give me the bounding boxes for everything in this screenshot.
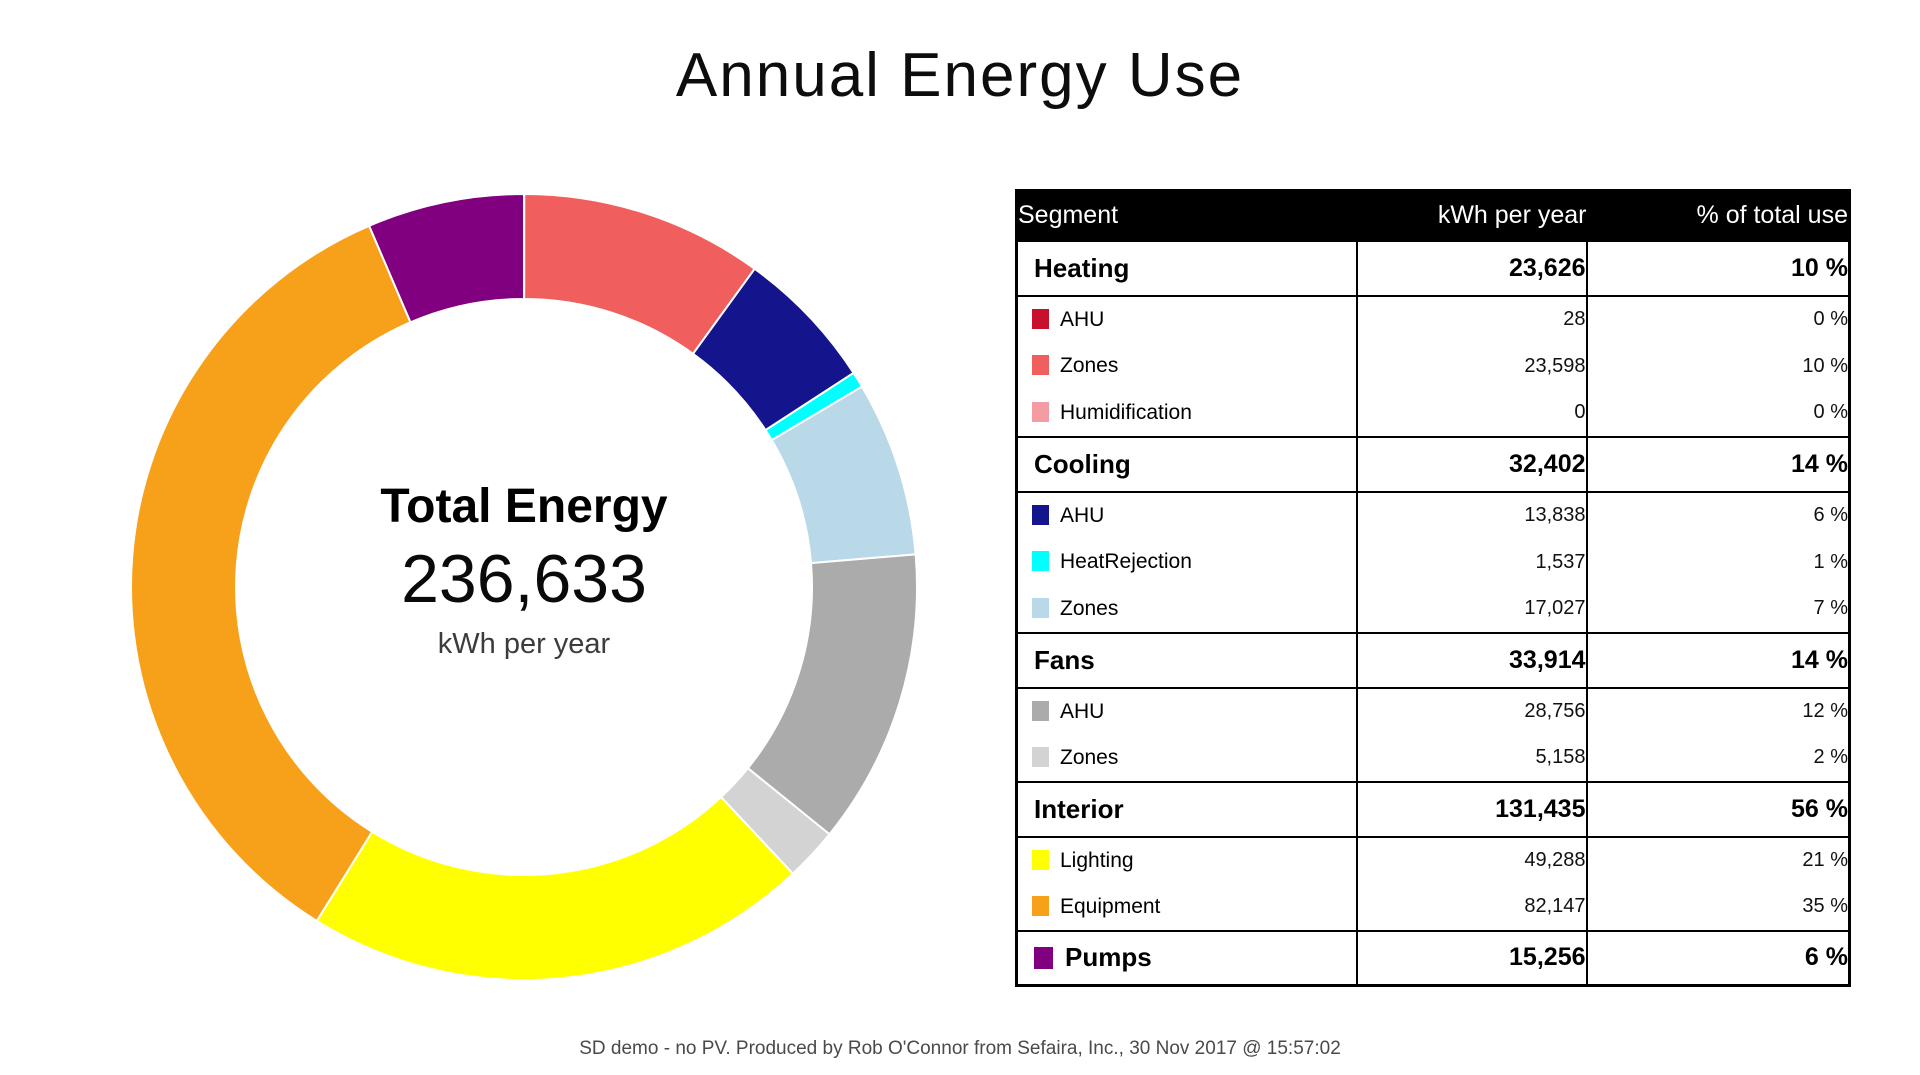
segment-cell: Cooling bbox=[1016, 435, 1357, 493]
segment-cell: Lighting bbox=[1017, 837, 1357, 884]
segment-color-swatch bbox=[1032, 504, 1049, 525]
segment-label: Zones bbox=[1060, 596, 1119, 620]
pct-value: 0 % bbox=[1585, 295, 1850, 343]
segment-label: AHU bbox=[1060, 699, 1105, 723]
segment-label: Zones bbox=[1060, 354, 1119, 377]
pct-value: 2 % bbox=[1585, 734, 1850, 782]
segment-cell: Equipment bbox=[1017, 884, 1357, 931]
kwh-value: 28 bbox=[1355, 295, 1587, 343]
col-header-kwh: kWh per year bbox=[1356, 190, 1587, 241]
segment-color-swatch bbox=[1032, 355, 1049, 375]
kwh-value: 0 bbox=[1355, 389, 1587, 437]
pct-value: 14 % bbox=[1585, 631, 1850, 689]
table-header-row: Segment kWh per year % of total use bbox=[1016, 190, 1850, 241]
page-title: Annual Energy Use bbox=[675, 41, 1245, 110]
kwh-value: 32,402 bbox=[1355, 435, 1587, 493]
table-row-sub: Zones 17,027 7 % bbox=[1017, 585, 1850, 633]
pct-value: 1 % bbox=[1585, 538, 1850, 586]
kwh-value: 131,435 bbox=[1355, 780, 1587, 838]
pct-value: 14 % bbox=[1585, 435, 1850, 493]
kwh-value: 49,288 bbox=[1355, 836, 1587, 884]
table-row-sub: Equipment 82,147 35 % bbox=[1017, 883, 1850, 931]
segment-cell: Zones bbox=[1017, 735, 1357, 782]
pct-value: 6 % bbox=[1585, 491, 1850, 539]
segment-cell: Humidification bbox=[1017, 390, 1357, 437]
segment-label: Humidification bbox=[1060, 400, 1192, 424]
segment-color-swatch bbox=[1034, 947, 1053, 970]
segment-color-swatch bbox=[1032, 849, 1049, 870]
kwh-value: 17,027 bbox=[1355, 585, 1587, 633]
footer-note: SD demo - no PV. Produced by Rob O'Conno… bbox=[579, 1038, 1341, 1059]
segment-cell: AHU bbox=[1017, 492, 1357, 539]
segment-color-swatch bbox=[1032, 597, 1049, 618]
table-row-sub: AHU 13,838 6 % bbox=[1017, 491, 1850, 539]
kwh-value: 15,256 bbox=[1355, 929, 1587, 987]
kwh-value: 82,147 bbox=[1355, 883, 1587, 931]
table-row-sub: AHU 28 0 % bbox=[1017, 295, 1850, 343]
pct-value: 12 % bbox=[1585, 687, 1850, 735]
segment-color-swatch bbox=[1032, 401, 1049, 422]
segment-cell: Zones bbox=[1017, 343, 1357, 390]
segment-cell: HeatRejection bbox=[1017, 539, 1357, 586]
table-row-sub: AHU 28,756 12 % bbox=[1017, 687, 1850, 735]
segment-color-swatch bbox=[1032, 700, 1049, 721]
table-row-major: Interior 131,435 56 % bbox=[1016, 780, 1850, 838]
pct-value: 10 % bbox=[1585, 239, 1850, 297]
segment-label: Equipment bbox=[1060, 894, 1161, 918]
kwh-value: 5,158 bbox=[1355, 734, 1587, 782]
table-row-sub: HeatRejection 1,537 1 % bbox=[1017, 538, 1850, 586]
pct-value: 35 % bbox=[1585, 883, 1850, 931]
pct-value: 0 % bbox=[1585, 389, 1850, 437]
col-header-segment: Segment bbox=[1016, 190, 1357, 241]
segment-label: Cooling bbox=[1034, 448, 1131, 479]
kwh-value: 33,914 bbox=[1355, 631, 1587, 689]
kwh-value: 28,756 bbox=[1355, 687, 1587, 735]
segment-label: Heating bbox=[1034, 252, 1130, 283]
pct-value: 6 % bbox=[1585, 929, 1850, 987]
table-row-major: Heating 23,626 10 % bbox=[1016, 239, 1850, 297]
segment-color-swatch bbox=[1032, 551, 1049, 571]
segment-label: Interior bbox=[1034, 793, 1124, 824]
pct-value: 10 % bbox=[1585, 342, 1850, 390]
kwh-value: 23,626 bbox=[1355, 239, 1587, 297]
segment-label: HeatRejection bbox=[1060, 550, 1192, 573]
energy-table: Segment kWh per year % of total use Heat… bbox=[1015, 189, 1851, 987]
segment-cell: AHU bbox=[1017, 296, 1357, 343]
kwh-value: 23,598 bbox=[1355, 342, 1587, 390]
donut-segment-pumps bbox=[367, 192, 525, 324]
table-row-sub: Zones 5,158 2 % bbox=[1017, 734, 1850, 782]
segment-label: Pumps bbox=[1065, 942, 1152, 973]
donut-chart: Total Energy 236,633 kWh per year bbox=[129, 192, 919, 982]
segment-cell: Interior bbox=[1016, 780, 1357, 838]
segment-label: Fans bbox=[1034, 644, 1095, 675]
segment-color-swatch bbox=[1032, 895, 1049, 916]
donut-svg bbox=[130, 192, 918, 981]
segment-cell: AHU bbox=[1017, 688, 1357, 735]
donut-segment-equipment bbox=[130, 224, 412, 923]
segment-label: Lighting bbox=[1060, 848, 1134, 872]
segment-cell: Fans bbox=[1016, 631, 1357, 689]
segment-cell: Zones bbox=[1017, 586, 1357, 633]
kwh-value: 1,537 bbox=[1355, 538, 1587, 586]
segment-label: AHU bbox=[1060, 503, 1105, 527]
table-row-major: Pumps 15,256 6 % bbox=[1016, 929, 1850, 987]
pct-value: 21 % bbox=[1585, 836, 1850, 884]
donut-segment-lighting bbox=[315, 795, 795, 981]
table-row-major: Fans 33,914 14 % bbox=[1016, 631, 1850, 689]
segment-label: AHU bbox=[1060, 307, 1105, 331]
segment-label: Zones bbox=[1060, 745, 1119, 769]
table-row-sub: Humidification 0 0 % bbox=[1017, 389, 1850, 437]
segment-cell: Heating bbox=[1016, 239, 1357, 297]
segment-color-swatch bbox=[1032, 308, 1049, 329]
pct-value: 7 % bbox=[1585, 585, 1850, 633]
segment-cell: Pumps bbox=[1016, 929, 1357, 987]
segment-color-swatch bbox=[1032, 746, 1049, 767]
pct-value: 56 % bbox=[1585, 780, 1850, 838]
kwh-value: 13,838 bbox=[1355, 491, 1587, 539]
table-row-sub: Lighting 49,288 21 % bbox=[1017, 836, 1850, 884]
col-header-pct: % of total use bbox=[1586, 190, 1850, 241]
table-row-major: Cooling 32,402 14 % bbox=[1016, 435, 1850, 493]
table-row-sub: Zones 23,598 10 % bbox=[1017, 342, 1850, 390]
